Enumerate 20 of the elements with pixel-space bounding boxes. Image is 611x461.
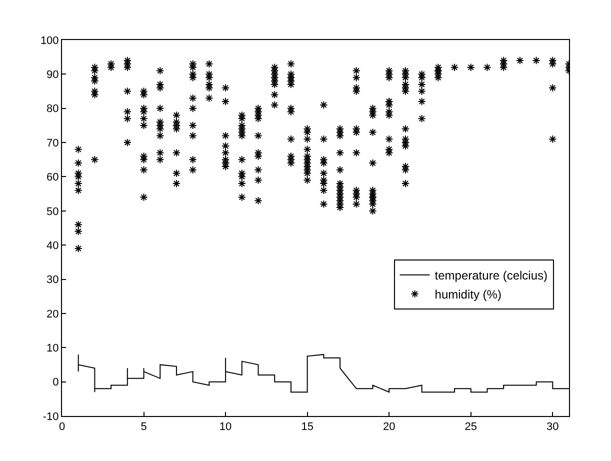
x-tick-label: 20	[382, 421, 396, 434]
y-tick-label: 90	[46, 69, 59, 82]
x-tick-label: 10	[219, 421, 232, 434]
x-tick-label: 25	[464, 421, 477, 434]
x-tick-label: 15	[301, 421, 314, 434]
y-tick-label: 10	[46, 342, 59, 354]
y-tick-label: 0	[52, 376, 59, 389]
x-tick-label: 5	[140, 421, 147, 434]
y-tick-label: 30	[46, 274, 59, 286]
y-tick-label: 50	[46, 206, 59, 218]
y-tick-label: 80	[46, 103, 59, 116]
y-tick-label: -10	[42, 410, 59, 423]
legend-label: humidity (%)	[434, 288, 502, 302]
y-tick-label: 20	[46, 308, 59, 320]
y-tick-label: 100	[40, 34, 59, 47]
y-tick-label: 70	[46, 137, 59, 150]
legend-label: temperature (celcius)	[434, 268, 548, 283]
y-tick-label: 60	[46, 172, 59, 184]
x-tick-label: 30	[546, 421, 559, 434]
y-tick-label: 40	[46, 240, 59, 252]
